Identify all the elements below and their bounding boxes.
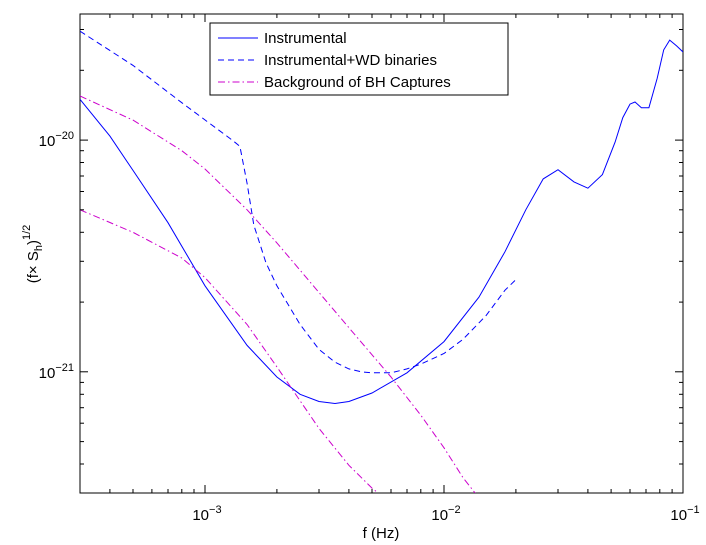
x-tick-label: 10−3 — [192, 504, 221, 524]
series-line-2 — [80, 95, 476, 493]
series-line-0 — [80, 39, 683, 405]
x-tick-label: 10−2 — [431, 504, 460, 524]
legend-label-instrumental: Instrumental — [264, 30, 347, 47]
series-line-1 — [80, 30, 517, 374]
y-tick-label: 10−21 — [39, 362, 74, 382]
legend-box — [209, 22, 509, 96]
x-axis-label: f (Hz) — [363, 525, 400, 542]
series-line-3 — [80, 209, 379, 493]
legend: Instrumental Instrumental+WD binaries Ba… — [209, 22, 509, 96]
x-tick-label: 10−1 — [670, 504, 699, 524]
legend-label-bh: Background of BH Captures — [264, 74, 451, 91]
legend-label-wd: Instrumental+WD binaries — [264, 52, 437, 69]
tick-layer — [79, 14, 684, 494]
series-layer — [80, 30, 683, 493]
y-axis-label: (f× Sh)1/2 — [21, 225, 45, 284]
label-layer: 10−3 10−2 10−1 10−21 10−20 — [39, 130, 700, 524]
y-tick-label: 10−20 — [39, 130, 74, 150]
